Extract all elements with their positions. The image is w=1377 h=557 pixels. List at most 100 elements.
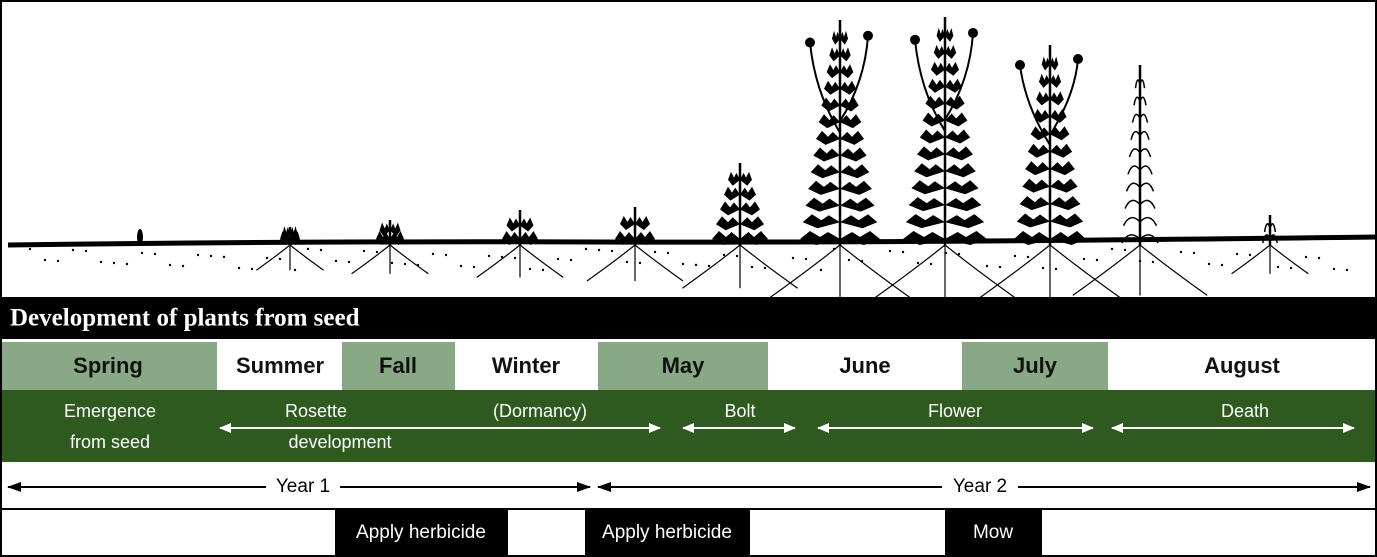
plant-shape: [182, 265, 184, 267]
plant-shape: [598, 249, 600, 251]
plant-shape: [667, 252, 669, 254]
plant-shape: [863, 31, 873, 41]
plant-shape: [251, 268, 253, 270]
background: [0, 0, 1377, 557]
plant-shape: [968, 28, 978, 38]
plant-shape: [1027, 256, 1029, 258]
plant-shape: [1124, 249, 1126, 251]
season-label: Fall: [379, 353, 417, 378]
stage-band: Emergence from seed Rosette development …: [0, 390, 1377, 462]
plant-shape: [1014, 255, 1016, 257]
plant-shape: [1249, 254, 1251, 256]
plant-shape: [1073, 54, 1083, 64]
plant-shape: [986, 265, 988, 267]
plant-shape: [682, 263, 684, 265]
plant-shape: [57, 260, 59, 262]
plant-shape: [391, 262, 393, 264]
plant-shape: [626, 261, 628, 263]
plant-shape: [100, 261, 102, 263]
plant-shape: [404, 263, 406, 265]
plant-shape: [751, 266, 753, 268]
season-label: June: [839, 353, 890, 378]
plant-shape: [611, 250, 613, 252]
plant-shape: [223, 256, 225, 258]
plant-shape: [137, 229, 143, 245]
season-label: Spring: [73, 353, 143, 378]
plant-shape: [154, 253, 156, 255]
plant-shape: [1193, 252, 1195, 254]
season-label: May: [662, 353, 706, 378]
plant-shape: [335, 260, 337, 262]
action-label: Apply herbicide: [602, 522, 732, 543]
plant-shape: [266, 257, 268, 259]
plant-shape: [29, 248, 31, 250]
plant-shape: [792, 257, 794, 259]
stage-label: Death: [1221, 401, 1269, 421]
plant-shape: [126, 263, 128, 265]
stage-band-bg: [0, 390, 1377, 462]
stage-label: development: [288, 432, 391, 452]
plant-shape: [695, 264, 697, 266]
year-label: Year 2: [953, 476, 1007, 497]
plant-shape: [910, 35, 920, 45]
plant-shape: [1305, 256, 1307, 258]
action-label: Apply herbicide: [356, 522, 486, 543]
plant-shape: [238, 267, 240, 269]
plant-shape: [197, 254, 199, 256]
season-label: Summer: [236, 353, 324, 378]
plant-shape: [445, 254, 447, 256]
plant-shape: [999, 266, 1001, 268]
plant-shape: [1333, 268, 1335, 270]
plant-shape: [1083, 258, 1085, 260]
plant-shape: [432, 253, 434, 255]
plant-shape: [542, 269, 544, 271]
plant-shape: [141, 252, 143, 254]
plant-shape: [917, 262, 919, 264]
plant-shape: [1055, 268, 1057, 270]
plant-shape: [654, 251, 656, 253]
plant-shape: [279, 258, 281, 260]
plant-shape: [514, 257, 516, 259]
plant-shape: [848, 259, 850, 261]
season-label: August: [1204, 353, 1280, 378]
plant-shape: [557, 258, 559, 260]
plant-shape: [585, 248, 587, 250]
plant-shape: [72, 249, 74, 251]
plant-shape: [363, 250, 365, 252]
plant-shape: [1015, 60, 1025, 70]
plant-shape: [1318, 257, 1320, 259]
plant-shape: [294, 269, 296, 271]
season-label: Winter: [492, 353, 561, 378]
plant-shape: [723, 254, 725, 256]
plant-shape: [113, 262, 115, 264]
stage-label: Flower: [928, 401, 982, 421]
season-label: July: [1013, 353, 1058, 378]
plant-shape: [736, 255, 738, 257]
plant-shape: [460, 265, 462, 267]
title: Development of plants from seed: [10, 305, 360, 332]
plant-shape: [473, 266, 475, 268]
plant-shape: [85, 250, 87, 252]
plant-shape: [320, 249, 322, 251]
plant-shape: [1290, 267, 1292, 269]
plant-shape: [1096, 259, 1098, 261]
stage-label: Bolt: [724, 401, 755, 421]
plant-shape: [639, 262, 641, 264]
diagram: Development of plants from seed Spring S…: [0, 0, 1377, 557]
plant-shape: [805, 258, 807, 260]
plant-shape: [1236, 253, 1238, 255]
plant-shape: [1208, 263, 1210, 265]
plant-shape: [902, 251, 904, 253]
plant-shape: [169, 264, 171, 266]
stage-label: from seed: [70, 432, 150, 452]
plant-shape: [820, 269, 822, 271]
plant-shape: [44, 259, 46, 261]
plant-shape: [805, 38, 815, 48]
year-label: Year 1: [276, 476, 330, 497]
plant-shape: [529, 268, 531, 270]
plant-shape: [1277, 266, 1279, 268]
plant-shape: [764, 267, 766, 269]
plant-shape: [376, 251, 378, 253]
stage-label: Emergence: [64, 401, 156, 421]
plant-shape: [348, 261, 350, 263]
